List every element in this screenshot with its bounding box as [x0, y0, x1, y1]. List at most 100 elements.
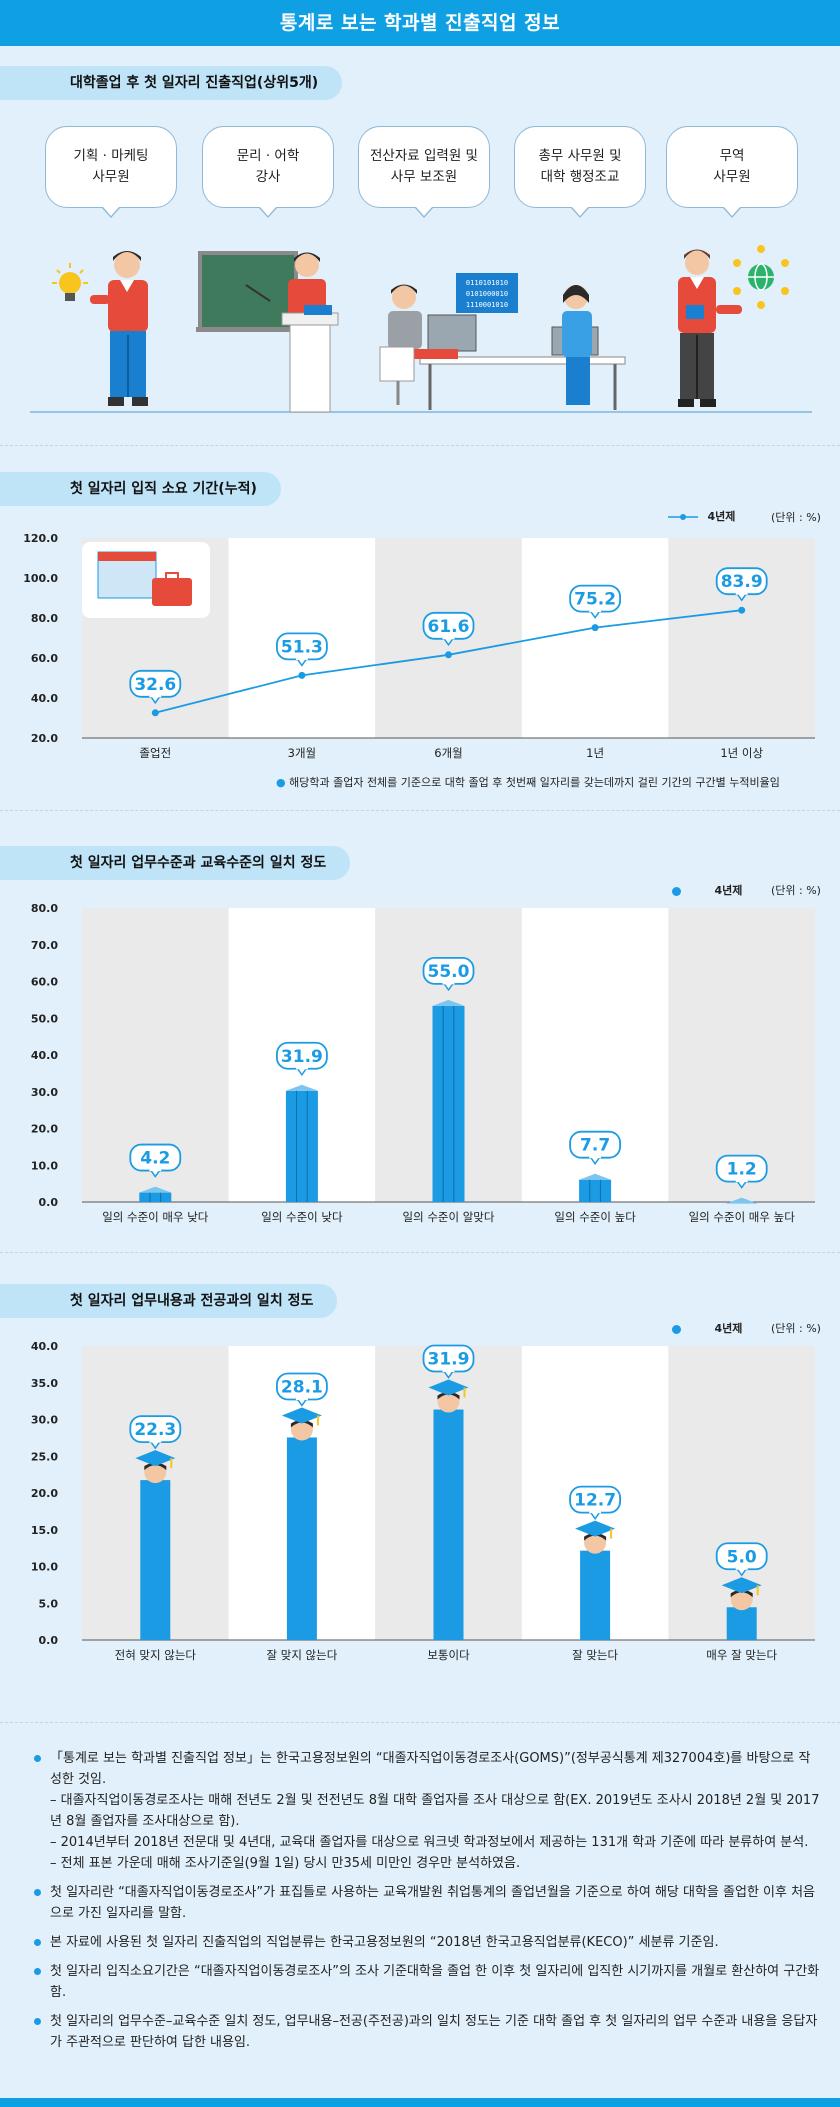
job-bubble-5: 무역 사무원	[666, 126, 798, 218]
divider	[0, 810, 840, 811]
data-label: 31.9	[428, 1350, 470, 1370]
bar-tip	[139, 1186, 172, 1193]
x-tick-label: 전혀 맞지 않는다	[115, 1648, 197, 1662]
data-bar	[139, 1186, 172, 1202]
y-tick-label: 10.0	[31, 1561, 58, 1574]
data-label: 32.6	[134, 675, 176, 695]
data-label: 83.9	[721, 572, 763, 592]
calendar-top	[98, 552, 156, 561]
x-tick-label: 3개월	[288, 746, 316, 760]
footnote-text: 본 자료에 사용된 첫 일자리 진출직업의 직업분류는 한국고용정보원의 “20…	[50, 1935, 719, 1950]
data-label-pointer-mask	[149, 694, 162, 698]
graduate-hair	[730, 1589, 753, 1598]
data-label-pointer-mask	[589, 609, 602, 613]
bar-body	[726, 1607, 757, 1640]
screen-code-line: 0101000010	[466, 290, 508, 298]
y-tick-label: 30.0	[31, 1414, 58, 1427]
office-desk-icon: 0110101010 0101000010 1110001010	[379, 273, 626, 410]
bar-body	[285, 1090, 318, 1202]
graduation-cap-icon	[281, 1407, 322, 1424]
footnote-text: 「통계로 보는 학과별 진출직업 정보」는 한국고용정보원의 “대졸자직업이동경…	[50, 1751, 811, 1787]
legend-dot-marker	[672, 1324, 681, 1334]
divider	[0, 1722, 840, 1723]
data-point	[738, 606, 746, 614]
y-tick-label: 20.0	[31, 1487, 58, 1500]
bar-body	[579, 1179, 612, 1202]
bar-body	[286, 1437, 317, 1640]
data-label-pointer-mask	[589, 1155, 602, 1159]
y-tick-label: 15.0	[31, 1524, 58, 1537]
chart1-legend: 4년제	[668, 508, 735, 524]
bar-body	[140, 1480, 171, 1640]
screen-code-line: 0110101010	[466, 279, 508, 287]
chart1-footnote: ● 해당학과 졸업자 전체를 기준으로 대학 졸업 후 첫번째 일자리를 갖는데…	[276, 776, 780, 789]
person-trader-icon	[678, 249, 742, 407]
footnote-text: 첫 일자리의 업무수준–교육수준 일치 정도, 업무내용–전공(주전공)과의 일…	[50, 2014, 818, 2050]
job-label: 무역 사무원	[713, 148, 751, 185]
x-tick-label: 잘 맞는다	[572, 1648, 618, 1662]
job-label: 총무 사무원 및 대학 행정조교	[538, 148, 622, 185]
bar-body	[139, 1192, 172, 1202]
job-bubble-4: 총무 사무원 및 대학 행정조교	[514, 126, 646, 218]
job-label: 문리 · 어학 강사	[236, 148, 300, 185]
data-bar	[725, 1197, 758, 1204]
x-tick-label: 일의 수준이 높다	[554, 1210, 636, 1224]
legend-dot-marker	[672, 886, 681, 896]
data-label: 28.1	[281, 1377, 323, 1397]
data-label-pointer-mask	[442, 981, 455, 985]
graduate-head-icon	[730, 1588, 753, 1611]
unit-label: (단위 : %)	[771, 511, 821, 524]
data-label-pointer-mask	[735, 592, 748, 595]
chart2-legend: 4년제	[672, 882, 742, 898]
footnote-text: 첫 일자리란 “대졸자직업이동경로조사”가 표집틀로 사용하는 교육개발원 취업…	[50, 1885, 816, 1921]
data-label: 55.0	[428, 962, 470, 982]
plot-column-band	[668, 908, 815, 1202]
data-label-pointer-mask	[295, 657, 308, 660]
y-tick-label: 30.0	[31, 1086, 58, 1099]
data-bar	[432, 999, 465, 1202]
page-header: 통계로 보는 학과별 진출직업 정보	[0, 0, 840, 46]
y-tick-label: 35.0	[31, 1377, 58, 1390]
x-tick-label: 1년 이상	[720, 746, 763, 760]
data-label: 61.6	[428, 617, 470, 637]
data-label-pointer-mask	[589, 1510, 602, 1514]
chart2-bar-chart: 80.0 70.0 60.0 50.0 40.0 30.0 20.0 10.0 0.0 일의 수준…	[31, 902, 815, 1224]
graduate-head-icon	[144, 1461, 167, 1484]
y-tick-label: 40.0	[31, 1049, 58, 1062]
data-bar	[135, 1450, 176, 1640]
footnote-item: 「통계로 보는 학과별 진출직업 정보」는 한국고용정보원의 “대졸자직업이동경…	[32, 1748, 822, 1874]
y-tick-label: 20.0	[31, 732, 58, 745]
divider	[0, 1252, 840, 1253]
x-tick-label: 일의 수준이 매우 높다	[689, 1210, 796, 1224]
divider	[0, 445, 840, 446]
jobs-illustration: 0110101010 0101000010 1110001010	[30, 245, 812, 413]
bar-body	[432, 1005, 465, 1202]
y-tick-label: 10.0	[31, 1159, 58, 1172]
graduate-hair	[144, 1462, 167, 1471]
data-label: 22.3	[134, 1420, 176, 1440]
data-bar	[285, 1084, 318, 1202]
data-label: 75.2	[574, 590, 616, 610]
x-tick-label: 잘 맞지 않는다	[267, 1648, 338, 1662]
footnote-item: 첫 일자리 입직소요기간은 “대졸자직업이동경로조사”의 조사 기준대학을 졸업…	[32, 1961, 822, 2003]
data-label: 1.2	[727, 1160, 757, 1180]
bar-tip	[579, 1173, 612, 1180]
graduation-cap-icon	[721, 1577, 762, 1594]
graduate-head-icon	[290, 1418, 313, 1441]
y-tick-label: 25.0	[31, 1450, 58, 1463]
chart3-bar-chart: 40.0 35.0 30.0 25.0 20.0 15.0 10.0 5.0 0.0 전혀 맞지 …	[31, 1340, 815, 1662]
data-bar	[721, 1577, 762, 1640]
x-tick-label: 졸업전	[139, 746, 171, 760]
plot-column-band	[521, 538, 669, 738]
y-tick-label: 20.0	[31, 1123, 58, 1136]
job-bubble-3: 전산자료 입력원 및 사무 보조원	[358, 126, 490, 218]
data-label-pointer-mask	[735, 1179, 748, 1183]
graduate-hair	[290, 1419, 313, 1428]
data-label-pointer-mask	[442, 1369, 455, 1373]
x-tick-label: 일의 수준이 낮다	[261, 1210, 343, 1224]
y-tick-label: 40.0	[31, 1340, 58, 1353]
data-label-pointer-mask	[149, 1168, 162, 1172]
data-label: 31.9	[281, 1047, 323, 1067]
chart1-title: 첫 일자리 입직 소요 기간(누적)	[0, 472, 281, 506]
data-label: 7.7	[580, 1136, 610, 1156]
